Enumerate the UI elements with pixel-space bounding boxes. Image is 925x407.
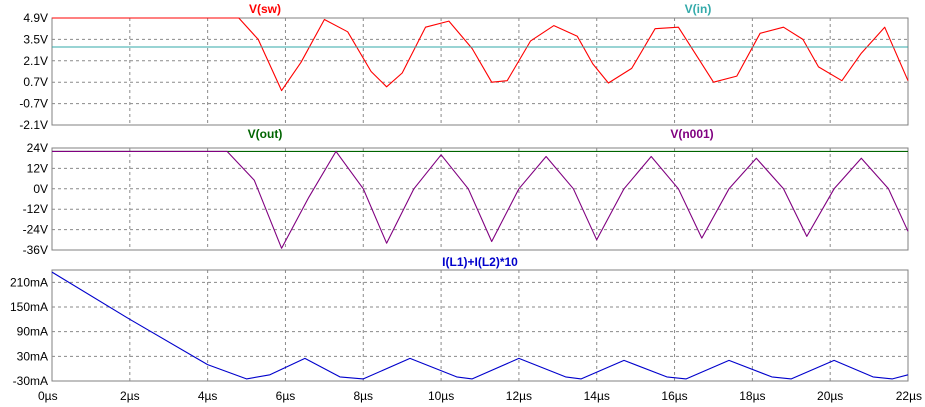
pane-frame [51,269,909,382]
y-tick-label: -2.1V [19,118,48,132]
x-tick-label: 20µs [817,389,843,403]
x-tick-label: 12µs [506,389,532,403]
plot-panes: 4.9V 3.5V 2.1V 0.7V -0.7V -2.1V V(sw) V(in) 24V 1… [10,2,909,388]
trace-label[interactable]: I(L1)+I(L2)*10 [442,255,518,269]
x-tick-label: 4µs [198,389,218,403]
pane-frame [51,17,909,126]
y-tick-label: 90mA [17,325,48,339]
x-tick-label: 2µs [120,389,140,403]
y-tick-label: 150mA [10,300,48,314]
x-tick-label: 8µs [353,389,373,403]
trace-label[interactable]: V(sw) [249,2,281,16]
trace-label[interactable]: V(in) [685,2,712,16]
y-tick-label: -12V [23,202,48,216]
y-tick-label: 210mA [10,275,48,289]
y-tick-label: 2.1V [23,54,48,68]
x-tick-label: 10µs [428,389,454,403]
y-tick-label: 4.9V [23,11,48,25]
x-tick-label: 18µs [739,389,765,403]
x-axis-tick-labels: 0µs 2µs 4µs 6µs 8µs 10µs 12µs 14µs 16µs 18µs 20µs 2… [38,389,922,403]
y-tick-label: -0.7V [19,97,48,111]
x-tick-label: 22µs [896,389,922,403]
y-tick-label: -36V [23,243,48,257]
y-tick-label: 12V [27,161,48,175]
series-line-i-l1-i-l2-10 [51,271,909,380]
x-tick-label: 6µs [276,389,296,403]
x-tick-label: 0µs [38,389,58,403]
plot-pane-1: 4.9V 3.5V 2.1V 0.7V -0.7V -2.1V V(sw) V(in) [19,2,909,132]
trace-label[interactable]: V(out) [248,127,283,141]
y-tick-label: 24V [27,141,48,155]
y-tick-label: 3.5V [23,32,48,46]
pane-frame [51,147,909,251]
plot-pane-2: 24V 12V 0V -12V -24V -36V V(out) V(n001) [23,127,909,257]
plot-pane-3: 210mA 150mA 90mA 30mA -30mA I(L1)+I(L2)*10 [10,255,909,388]
series-line-v-sw [52,17,909,92]
trace-label[interactable]: V(n001) [670,127,713,141]
y-tick-label: 0V [33,182,48,196]
series-line-v-n001 [52,150,909,249]
y-tick-label: -24V [23,223,48,237]
y-tick-label: -30mA [13,374,48,388]
x-tick-label: 14µs [584,389,610,403]
y-tick-label: 0.7V [23,75,48,89]
x-tick-label: 16µs [661,389,687,403]
y-tick-label: 30mA [17,349,48,363]
